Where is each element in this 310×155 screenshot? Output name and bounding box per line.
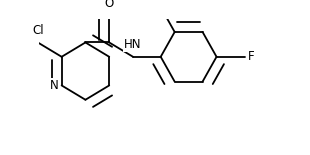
Text: Cl: Cl xyxy=(32,24,44,36)
Text: HN: HN xyxy=(124,38,142,51)
Text: Br: Br xyxy=(145,0,158,2)
Text: F: F xyxy=(248,50,255,63)
Text: N: N xyxy=(50,79,58,92)
Text: O: O xyxy=(104,0,114,10)
